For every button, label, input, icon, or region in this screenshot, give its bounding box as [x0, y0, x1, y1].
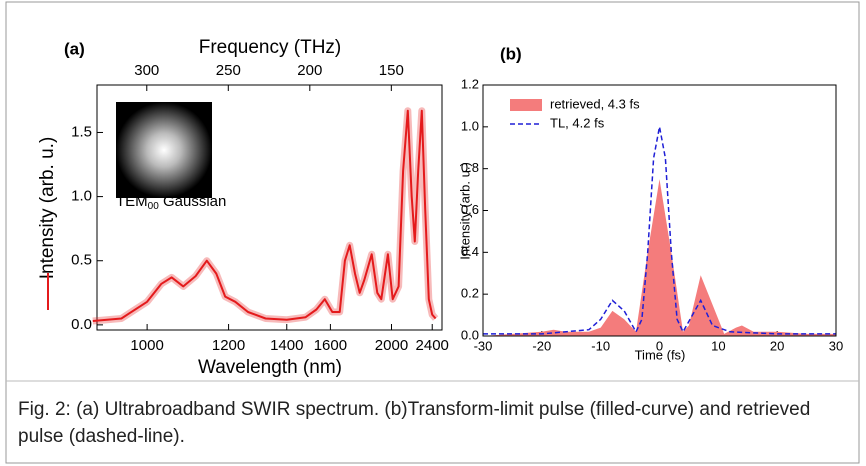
- plot-frame: [482, 84, 837, 337]
- x-tick-label: 1000: [130, 337, 163, 354]
- y-tick-label: 0.8: [461, 160, 479, 175]
- y-tick-label: 1.0: [71, 188, 92, 205]
- x-tick-label: 30: [829, 338, 843, 353]
- x-tick-label: 1600: [314, 337, 347, 354]
- y-tick-label: 0.2: [461, 286, 479, 301]
- series-area: [483, 179, 836, 336]
- x-tick-label: 1400: [270, 337, 303, 354]
- inset-image: [116, 102, 212, 198]
- x-axis-label: Wavelength (nm): [198, 357, 342, 378]
- y-axis-label: Intensity (arb. u.): [457, 162, 472, 260]
- plot-frame: [96, 84, 443, 331]
- series-line: [483, 126, 836, 335]
- frame: [5, 1, 860, 464]
- y-tick-label: 0.6: [461, 202, 479, 217]
- x-tick-label: 10: [711, 338, 725, 353]
- x2-tick-label: 300: [134, 62, 159, 79]
- inset-label-sub: 00: [148, 201, 160, 212]
- legend-label: retrieved, 4.3 fs: [550, 96, 640, 111]
- panel-label: (b): [500, 44, 522, 63]
- x-tick-label: 2400: [416, 337, 449, 354]
- x2-tick-label: 200: [297, 62, 322, 79]
- legend-swatch: [510, 99, 542, 111]
- y-tick-label: 1.2: [461, 76, 479, 91]
- y-tick-label: 0.4: [461, 244, 479, 259]
- x-tick-label: 0: [656, 338, 663, 353]
- x-tick-label: 1200: [212, 337, 245, 354]
- x2-tick-label: 250: [216, 62, 241, 79]
- x2-tick-label: 150: [379, 62, 404, 79]
- y-axis-label: Intensity (arb. u.): [37, 137, 58, 280]
- inset-label-rest: Gaussian: [159, 193, 227, 210]
- series-line: [92, 109, 437, 322]
- inset-label: TEM00 Gaussian: [116, 193, 226, 212]
- x2-axis-label: Frequency (THz): [199, 37, 342, 58]
- x-tick-label: 2000: [375, 337, 408, 354]
- y-tick-label: 0.0: [71, 316, 92, 333]
- y-tick-label: 1.5: [71, 123, 92, 140]
- y-tick-label: 1.0: [461, 118, 479, 133]
- inset-label-main: TEM: [116, 193, 148, 210]
- y-tick-label: 0.5: [71, 252, 92, 269]
- x-tick-label: -20: [532, 338, 551, 353]
- legend-label: TL, 4.2 fs: [550, 115, 605, 130]
- x-tick-label: -10: [591, 338, 610, 353]
- y-tick-label: 0.0: [461, 327, 479, 342]
- x-tick-label: 20: [770, 338, 784, 353]
- x-tick-label: -30: [474, 338, 493, 353]
- panel-label: (a): [64, 39, 85, 58]
- x-axis-label: Time (fs): [635, 347, 686, 362]
- caption: Fig. 2: (a) Ultrabroadband SWIR spectrum…: [18, 399, 811, 447]
